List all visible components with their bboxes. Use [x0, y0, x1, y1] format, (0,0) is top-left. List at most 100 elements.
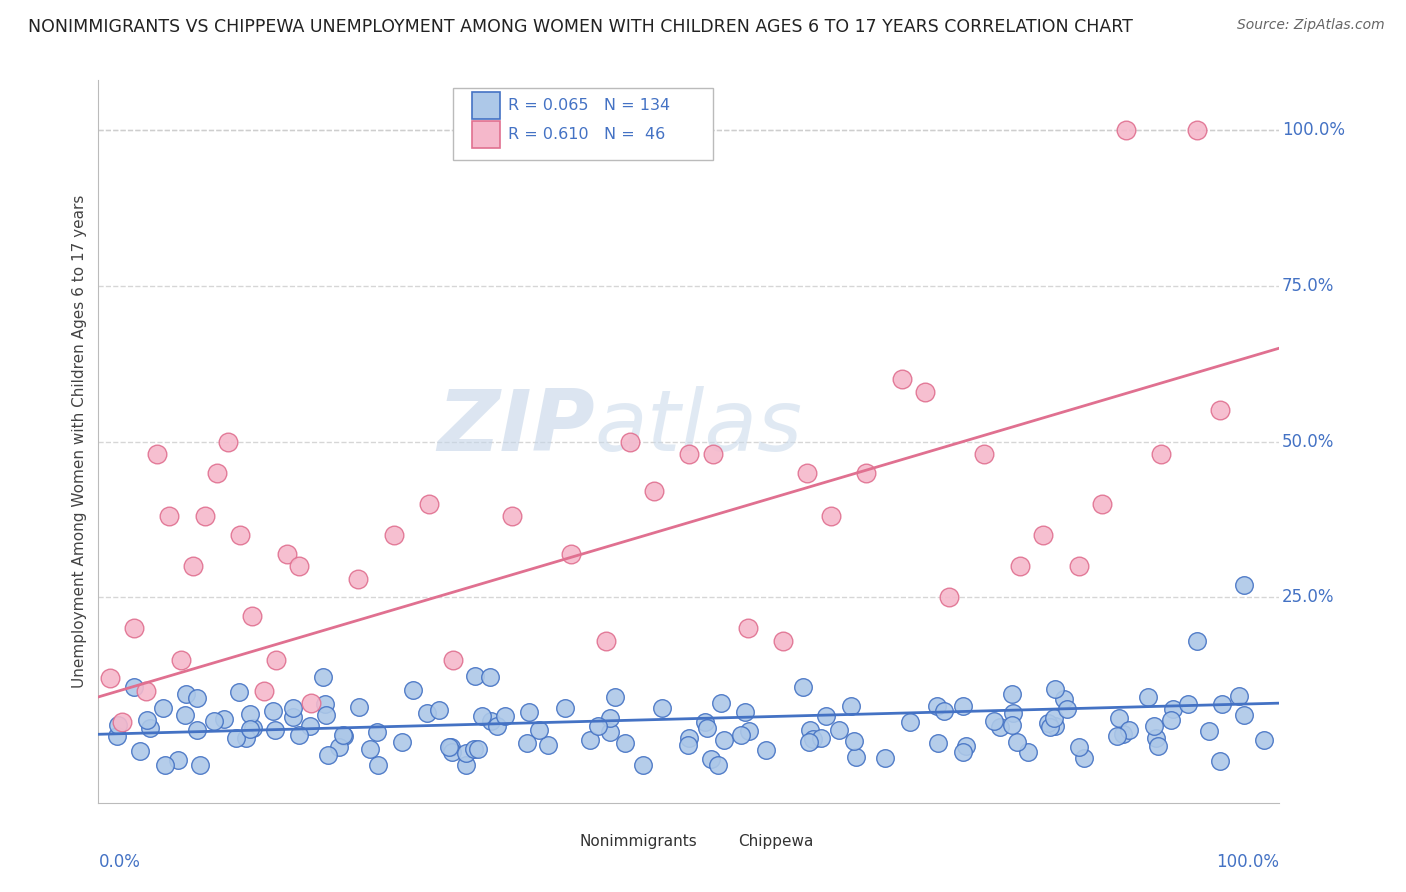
Point — [613, 736, 636, 750]
Point — [107, 718, 129, 732]
Point — [314, 697, 336, 711]
Point — [678, 447, 700, 461]
Point — [262, 704, 284, 718]
Point — [810, 731, 832, 746]
Text: 0.0%: 0.0% — [98, 854, 141, 871]
Point — [264, 652, 287, 666]
Point — [710, 697, 733, 711]
Point — [1233, 708, 1256, 723]
Point — [501, 509, 523, 524]
Point — [318, 747, 340, 762]
Point — [983, 714, 1005, 728]
Point — [1233, 578, 1256, 592]
Point — [105, 729, 128, 743]
Point — [927, 736, 949, 750]
Point — [186, 723, 208, 737]
Point — [418, 497, 440, 511]
Point — [737, 621, 759, 635]
Point — [1163, 702, 1185, 716]
Point — [122, 621, 145, 635]
FancyBboxPatch shape — [471, 121, 501, 148]
Point — [1208, 754, 1230, 768]
Point — [814, 709, 837, 723]
Point — [1253, 733, 1275, 747]
Point — [217, 434, 239, 449]
Point — [287, 728, 309, 742]
Text: R = 0.065   N = 134: R = 0.065 N = 134 — [508, 98, 671, 112]
Text: 25.0%: 25.0% — [1282, 588, 1334, 607]
Point — [240, 609, 263, 624]
Text: NONIMMIGRANTS VS CHIPPEWA UNEMPLOYMENT AMONG WOMEN WITH CHILDREN AGES 6 TO 17 YE: NONIMMIGRANTS VS CHIPPEWA UNEMPLOYMENT A… — [28, 18, 1133, 36]
Point — [366, 725, 388, 739]
FancyBboxPatch shape — [711, 832, 735, 852]
Point — [391, 735, 413, 749]
Point — [1105, 729, 1128, 743]
Point — [1032, 528, 1054, 542]
Point — [700, 752, 723, 766]
Point — [281, 701, 304, 715]
FancyBboxPatch shape — [553, 832, 575, 852]
Point — [264, 723, 287, 738]
Point — [188, 758, 211, 772]
Point — [792, 680, 814, 694]
Point — [730, 728, 752, 742]
FancyBboxPatch shape — [453, 87, 713, 160]
Point — [1069, 739, 1091, 754]
FancyBboxPatch shape — [471, 92, 501, 119]
Point — [1038, 716, 1060, 731]
Point — [471, 709, 494, 723]
Point — [229, 528, 252, 542]
Point — [441, 652, 464, 666]
Point — [1150, 447, 1173, 461]
Point — [276, 547, 298, 561]
Point — [1108, 711, 1130, 725]
Point — [676, 738, 699, 752]
Point — [1112, 727, 1135, 741]
Point — [619, 434, 641, 449]
Point — [437, 739, 460, 754]
Point — [440, 739, 463, 754]
Point — [755, 743, 778, 757]
Point — [1067, 559, 1090, 574]
Point — [1043, 711, 1066, 725]
Point — [844, 734, 866, 748]
Point — [1211, 697, 1233, 711]
Point — [988, 720, 1011, 734]
Point — [202, 714, 225, 729]
Point — [467, 742, 489, 756]
Point — [1118, 723, 1140, 737]
Point — [194, 509, 217, 524]
Point — [1198, 723, 1220, 738]
Point — [938, 591, 960, 605]
Text: Chippewa: Chippewa — [738, 834, 814, 849]
Point — [643, 484, 665, 499]
Point — [855, 466, 877, 480]
Point — [801, 732, 824, 747]
Point — [157, 509, 180, 524]
Point — [707, 758, 730, 772]
Point — [934, 704, 956, 718]
Point — [1001, 717, 1024, 731]
Point — [1043, 682, 1066, 697]
Point — [595, 633, 617, 648]
Point — [328, 739, 350, 754]
Point — [828, 723, 851, 738]
Point — [955, 739, 977, 754]
Point — [890, 372, 912, 386]
Point — [181, 559, 204, 574]
Point — [167, 753, 190, 767]
Point — [678, 731, 700, 745]
Point — [588, 719, 610, 733]
Point — [332, 729, 354, 743]
Point — [605, 690, 627, 704]
Point — [734, 706, 756, 720]
Point — [402, 682, 425, 697]
Text: Source: ZipAtlas.com: Source: ZipAtlas.com — [1237, 18, 1385, 32]
Point — [1209, 403, 1232, 417]
Point — [427, 704, 450, 718]
Point — [124, 680, 146, 694]
Point — [359, 741, 381, 756]
Point — [416, 706, 439, 721]
Point — [463, 742, 485, 756]
Point — [633, 758, 655, 772]
